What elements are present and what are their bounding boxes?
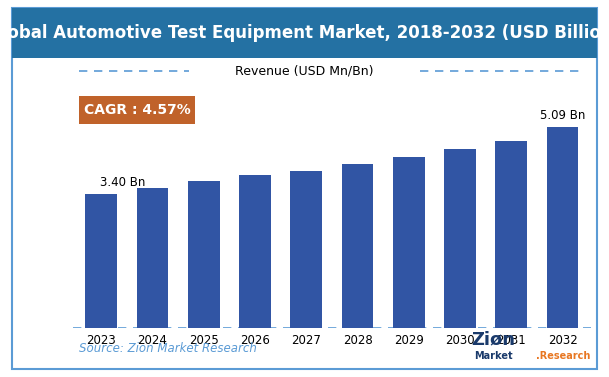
Bar [342,164,373,328]
Bar [85,194,117,328]
Text: 5.09 Bn: 5.09 Bn [540,109,585,122]
Text: Revenue (USD Mn/Bn): Revenue (USD Mn/Bn) [235,64,374,77]
Bar [547,127,579,328]
Bar [444,149,476,328]
Text: CAGR : 4.57%: CAGR : 4.57% [83,103,191,117]
Text: .Research: .Research [536,351,590,361]
Text: Global Automotive Test Equipment Market, 2018-2032 (USD Billion): Global Automotive Test Equipment Market,… [0,24,609,42]
Bar [393,157,424,328]
Bar [188,181,220,328]
Bar [239,175,271,328]
Bar [495,141,527,328]
Text: Source: Zion Market Research: Source: Zion Market Research [79,342,257,355]
Bar [290,172,322,328]
Text: 3.40 Bn: 3.40 Bn [100,176,146,189]
Text: Ziøn: Ziøn [471,330,515,348]
Text: Market: Market [474,351,513,361]
Bar [136,188,169,328]
